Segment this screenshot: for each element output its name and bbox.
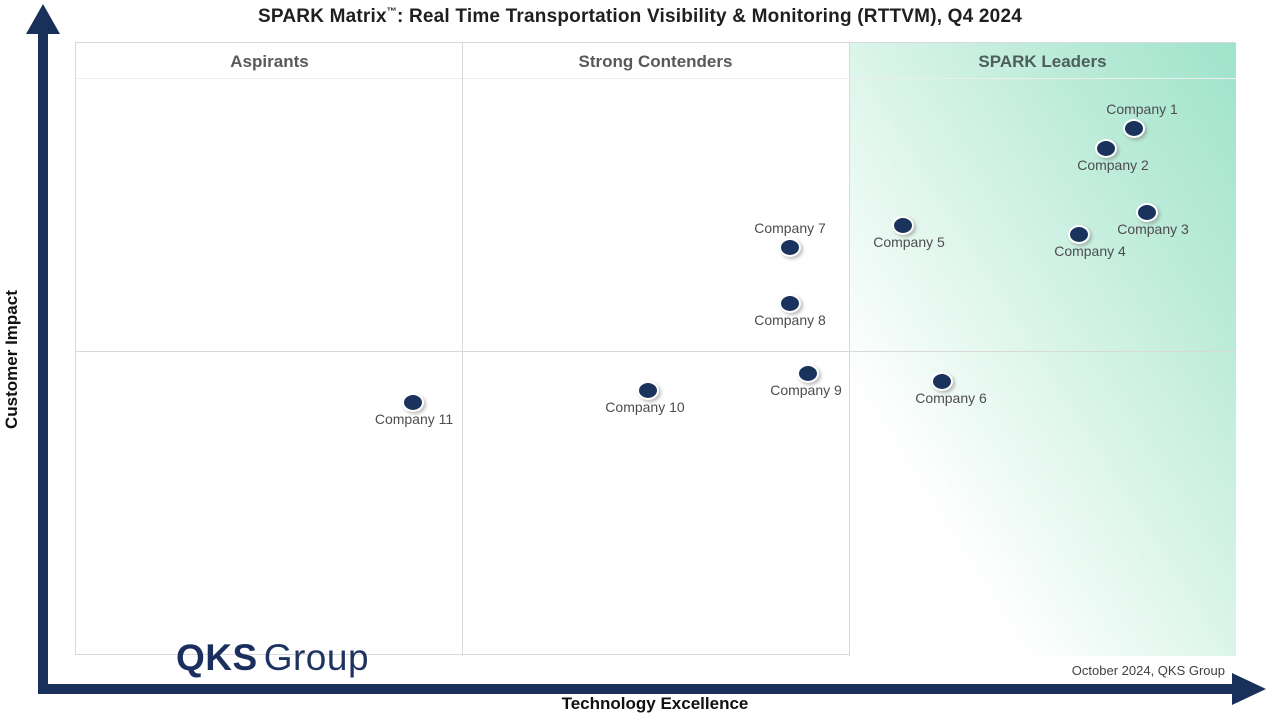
quadrant-divider-vertical-2 [849, 43, 850, 656]
x-axis-line [38, 684, 1234, 694]
data-point-company-8 [779, 293, 801, 313]
header-separator-line [76, 78, 1236, 79]
data-point-company-5 [892, 215, 914, 235]
source-footnote: October 2024, QKS Group [1071, 663, 1225, 678]
data-point-label-company-7: Company 7 [754, 220, 826, 236]
data-point-label-company-2: Company 2 [1077, 157, 1149, 173]
data-point-company-4 [1068, 224, 1090, 244]
data-point-company-2 [1095, 138, 1117, 158]
data-point-label-company-10: Company 10 [605, 399, 685, 415]
chart-title: SPARK Matrix™: Real Time Transportation … [0, 6, 1280, 28]
data-point-company-6 [931, 371, 953, 391]
logo-text-qks: QKS [176, 637, 258, 678]
data-point-company-3 [1136, 202, 1158, 222]
x-axis-label: Technology Excellence [561, 694, 749, 713]
qks-group-logo: QKS Group [176, 637, 369, 679]
data-point-label-company-3: Company 3 [1117, 221, 1189, 237]
y-axis-arrowhead-icon [26, 4, 60, 34]
chart-title-prefix: SPARK Matrix [258, 6, 387, 27]
data-point-label-company-11: Company 11 [374, 411, 454, 427]
data-point-company-7 [779, 237, 801, 257]
data-point-company-11 [402, 392, 424, 412]
chart-title-suffix: : Real Time Transportation Visibility & … [396, 6, 1022, 27]
quadrant-divider-horizontal [76, 351, 1236, 352]
quadrant-header-strong-contenders: Strong Contenders [578, 52, 733, 71]
data-point-label-company-6: Company 6 [915, 390, 987, 406]
data-point-company-10 [637, 380, 659, 400]
data-point-company-9 [797, 363, 819, 383]
x-axis-arrowhead-icon [1232, 673, 1266, 705]
spark-leaders-gradient-region [849, 43, 1236, 656]
trademark-symbol: ™ [386, 6, 397, 18]
data-point-label-company-5: Company 5 [873, 234, 945, 250]
quadrant-divider-vertical-1 [462, 43, 463, 656]
quadrant-header-spark-leaders: SPARK Leaders [978, 52, 1107, 71]
logo-text-group: Group [263, 637, 370, 678]
data-point-company-1 [1123, 118, 1145, 138]
data-point-label-company-8: Company 8 [754, 312, 826, 328]
data-point-label-company-4: Company 4 [1054, 243, 1126, 259]
plot-area: Aspirants Strong Contenders SPARK Leader… [75, 42, 1236, 678]
y-axis-line [38, 30, 48, 694]
y-axis-label: Customer Impact [2, 290, 21, 430]
data-point-label-company-1: Company 1 [1106, 101, 1178, 117]
data-point-label-company-9: Company 9 [770, 382, 842, 398]
quadrant-header-aspirants: Aspirants [230, 52, 309, 71]
